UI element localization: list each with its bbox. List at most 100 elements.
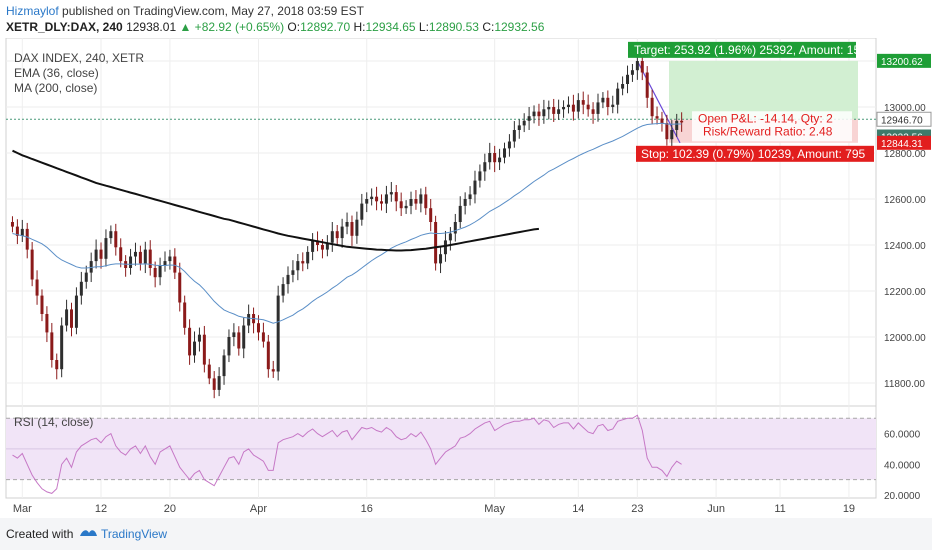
price-tick-label: 11800.00 <box>884 379 925 390</box>
candle-body <box>591 109 595 114</box>
candle-body <box>409 199 413 206</box>
ohlc-line: XETR_DLY:DAX, 240 12938.01 ▲ +82.92 (+0.… <box>6 20 544 34</box>
candle-body <box>74 295 78 328</box>
candle-body <box>133 251 137 257</box>
candle-body <box>645 72 649 98</box>
candle-body <box>183 302 187 328</box>
risk-reward-label: Risk/Reward Ratio: 2.48 <box>703 124 833 138</box>
candle-body <box>350 222 354 236</box>
chart-title-legend: DAX INDEX, 240, XETR <box>14 51 145 65</box>
candle-body <box>30 249 34 280</box>
candle-body <box>193 341 197 356</box>
candle-body <box>399 201 403 209</box>
candle-body <box>488 153 492 163</box>
rsi-legend[interactable]: RSI (14, close) <box>14 415 94 429</box>
candle-body <box>335 231 339 239</box>
candle-body <box>138 251 142 264</box>
time-tick-label: 19 <box>843 503 855 515</box>
candle-body <box>55 360 59 370</box>
candle-body <box>562 107 566 110</box>
time-axis[interactable]: Mar 12 20 Apr 16 May 14 23 Jun 11 19 <box>13 503 855 515</box>
rsi-tick-label: 20.0000 <box>884 491 921 502</box>
candle-body <box>320 245 324 250</box>
candle-body <box>143 249 147 264</box>
candlesticks <box>10 51 684 399</box>
time-tick-label: 11 <box>774 503 785 515</box>
candle-body <box>232 332 236 337</box>
candle-body <box>227 337 231 356</box>
candle-body <box>222 355 226 377</box>
rsi-line <box>12 414 682 494</box>
candle-body <box>237 332 241 349</box>
candle-body <box>261 332 265 342</box>
price-tick-label: 12600.00 <box>884 195 926 206</box>
chart-canvas[interactable]: 11800.00 12000.00 12200.00 12400.00 12600.00… <box>0 38 932 518</box>
rsi-indicator <box>6 414 876 494</box>
candle-body <box>680 120 684 123</box>
time-tick-label: 23 <box>631 503 643 515</box>
candle-body <box>163 261 167 266</box>
candle-body <box>99 249 103 259</box>
candle-body <box>429 208 433 222</box>
candle-body <box>104 238 108 259</box>
candle-body <box>473 180 477 195</box>
candle-body <box>576 100 580 112</box>
candle-body <box>611 104 615 107</box>
pnl-label-bg <box>692 111 852 142</box>
close-label: C: <box>482 20 495 34</box>
candle-body <box>537 111 541 117</box>
candle-body <box>384 194 388 204</box>
stop-price-tag: 12844.31 <box>881 139 923 150</box>
candle-body <box>542 109 546 117</box>
candle-body <box>665 123 669 140</box>
candle-body <box>621 84 625 89</box>
candle-body <box>266 341 270 370</box>
tradingview-link[interactable]: TradingView <box>101 527 168 541</box>
time-tick-label: Apr <box>250 503 267 515</box>
ema-line <box>12 122 682 324</box>
candle-body <box>15 226 19 236</box>
price-axis[interactable]: 11800.00 12000.00 12200.00 12400.00 12600.00… <box>876 53 932 502</box>
price-tick-label: 12400.00 <box>884 241 926 252</box>
candle-body <box>443 240 447 255</box>
ma-legend[interactable]: MA (200, close) <box>14 81 98 95</box>
candle-body <box>109 231 113 239</box>
tradingview-logo-icon <box>80 530 97 536</box>
time-tick-label: 14 <box>572 503 584 515</box>
trend-line <box>636 60 681 144</box>
candle-body <box>650 97 654 117</box>
candle-body <box>45 314 49 333</box>
candle-body <box>552 107 556 114</box>
candle-body <box>606 97 610 107</box>
rsi-tick-label: 60.0000 <box>884 430 921 441</box>
time-tick-label: 16 <box>361 503 373 515</box>
footer-bar: Created with TradingView <box>0 518 932 550</box>
price-tick-label: 12200.00 <box>884 287 926 298</box>
candle-body <box>527 116 531 121</box>
candle-body <box>50 332 54 360</box>
candle-body <box>419 194 423 204</box>
candle-body <box>197 334 201 342</box>
candle-body <box>60 325 64 370</box>
ema-legend[interactable]: EMA (36, close) <box>14 66 99 80</box>
target-price-tag: 13200.62 <box>881 57 923 68</box>
entry-price-tag-bg <box>876 111 932 127</box>
candle-body <box>458 205 462 222</box>
candle-body <box>630 70 634 75</box>
candle-body <box>316 240 320 245</box>
open-value: 12892.70 <box>300 20 351 34</box>
candle-body <box>173 256 177 273</box>
author-link[interactable]: Hizmaylof <box>6 4 59 18</box>
candle-body <box>394 192 398 202</box>
candle-body <box>557 109 561 114</box>
candle-body <box>217 376 221 390</box>
candle-body <box>503 148 507 158</box>
candle-body <box>10 222 14 227</box>
candle-body <box>512 130 516 142</box>
high-label: H: <box>353 20 366 34</box>
stop-price-tag-bg <box>877 135 931 150</box>
candle-body <box>360 203 364 220</box>
candle-body <box>468 194 472 199</box>
candle-body <box>448 233 452 241</box>
stop-label-bg <box>636 145 874 162</box>
